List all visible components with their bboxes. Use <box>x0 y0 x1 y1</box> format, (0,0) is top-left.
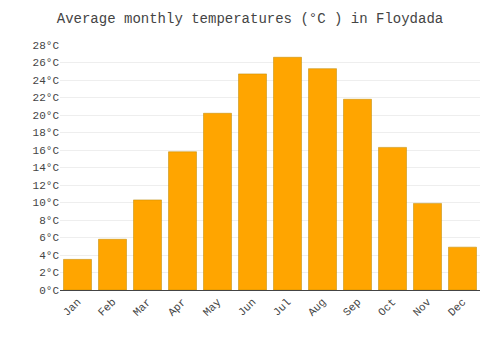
svg-text:Average monthly temperatures (: Average monthly temperatures (°C ) in Fl… <box>57 11 443 27</box>
svg-text:6°C: 6°C <box>39 232 59 244</box>
svg-text:Dec: Dec <box>446 296 468 318</box>
svg-text:20°C: 20°C <box>33 110 60 122</box>
svg-text:26°C: 26°C <box>33 57 60 69</box>
svg-text:24°C: 24°C <box>33 75 60 87</box>
svg-text:18°C: 18°C <box>33 127 60 139</box>
svg-text:12°C: 12°C <box>33 180 60 192</box>
svg-text:14°C: 14°C <box>33 162 60 174</box>
svg-text:Mar: Mar <box>131 296 153 318</box>
svg-text:Feb: Feb <box>96 296 118 318</box>
svg-text:Jan: Jan <box>61 296 83 318</box>
svg-text:Apr: Apr <box>166 296 188 318</box>
svg-text:May: May <box>201 296 224 319</box>
svg-text:0°C: 0°C <box>39 285 59 297</box>
svg-text:Jul: Jul <box>271 296 293 318</box>
svg-text:22°C: 22°C <box>33 92 60 104</box>
svg-text:Nov: Nov <box>411 296 434 319</box>
svg-text:Jun: Jun <box>236 296 258 318</box>
svg-text:Oct: Oct <box>376 296 398 318</box>
svg-text:Sep: Sep <box>341 296 363 318</box>
svg-text:Aug: Aug <box>306 296 328 318</box>
svg-text:16°C: 16°C <box>33 145 60 157</box>
svg-text:4°C: 4°C <box>39 250 59 262</box>
svg-text:10°C: 10°C <box>33 197 60 209</box>
svg-text:2°C: 2°C <box>39 267 59 279</box>
svg-text:28°C: 28°C <box>33 40 60 52</box>
svg-text:8°C: 8°C <box>39 215 59 227</box>
